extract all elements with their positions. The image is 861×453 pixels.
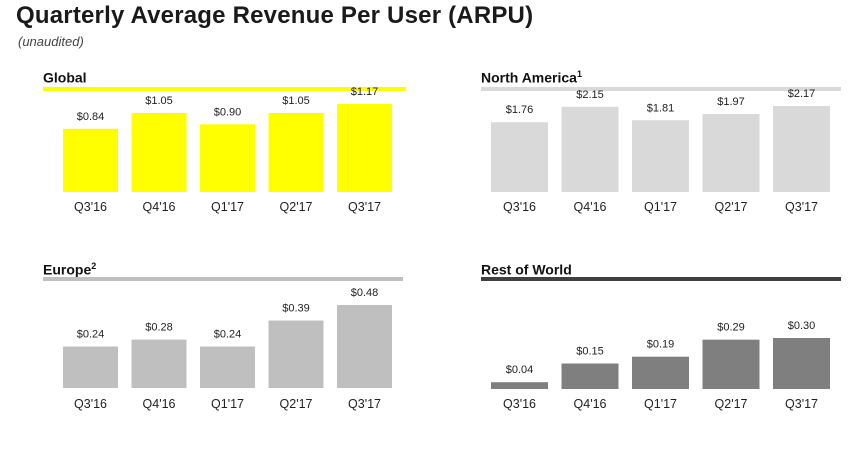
tick-label: Q4'16 xyxy=(574,200,607,214)
data-label: $0.90 xyxy=(214,106,242,118)
data-label: $0.24 xyxy=(214,329,242,341)
chart-title-rule xyxy=(481,87,841,91)
data-label: $1.05 xyxy=(282,95,310,107)
bar-q117 xyxy=(200,346,255,388)
tick-label: Q4'16 xyxy=(143,200,176,214)
bar-q317 xyxy=(337,104,392,192)
tick-label: Q1'17 xyxy=(644,200,677,214)
tick-label: Q2'17 xyxy=(715,397,748,411)
tick-label: Q1'17 xyxy=(644,397,677,411)
tick-label: Q3'16 xyxy=(503,200,536,214)
tick-label: Q3'16 xyxy=(503,397,536,411)
data-label: $0.15 xyxy=(576,346,604,358)
bar-q317 xyxy=(773,338,830,389)
data-label: $2.15 xyxy=(576,89,604,101)
bar-q217 xyxy=(702,113,760,192)
chart-rest-of-world: Rest of World $0.04 Q3'16 $0.15 Q4'16 $0.19 Q… xyxy=(481,261,841,446)
bar-q316 xyxy=(491,122,548,192)
tick-label: Q4'16 xyxy=(574,397,607,411)
page-subtitle: (unaudited) xyxy=(18,34,84,49)
data-label: $0.84 xyxy=(77,111,105,123)
chart-title: North America1 xyxy=(481,69,582,86)
chart-title: Rest of World xyxy=(481,261,572,278)
data-label: $0.48 xyxy=(351,287,379,299)
tick-label: Q3'17 xyxy=(785,200,818,214)
data-label: $0.39 xyxy=(282,303,310,315)
bar-q217 xyxy=(268,320,324,388)
data-label: $0.04 xyxy=(506,364,534,376)
data-label: $0.19 xyxy=(647,339,675,351)
data-label: $1.05 xyxy=(145,95,173,107)
chart-europe: Europe2 $0.24 Q3'16 $0.28 Q4'16 $0.24 Q1'17 $0… xyxy=(43,261,403,446)
chart-north-america: North America1 $1.76 Q3'16 $2.15 Q4'16 $1.81… xyxy=(481,69,841,249)
bar-q117 xyxy=(632,120,689,192)
chart-title-rule xyxy=(43,87,406,91)
tick-label: Q2'17 xyxy=(280,200,313,214)
bar-q316 xyxy=(63,346,118,388)
tick-label: Q4'16 xyxy=(143,397,176,411)
data-label: $1.17 xyxy=(351,86,379,98)
bar-q317 xyxy=(773,106,830,192)
tick-label: Q3'17 xyxy=(785,397,818,411)
data-label: $1.76 xyxy=(506,104,534,116)
data-label: $1.97 xyxy=(717,96,745,108)
tick-label: Q2'17 xyxy=(280,397,313,411)
bar-q416 xyxy=(561,363,619,389)
tick-label: Q3'16 xyxy=(74,200,107,214)
bar-q316 xyxy=(491,382,548,389)
bar-q217 xyxy=(268,113,324,192)
tick-label: Q1'17 xyxy=(211,397,244,411)
chart-title-rule xyxy=(481,277,841,281)
data-label: $0.29 xyxy=(717,322,745,334)
data-label: $0.30 xyxy=(788,320,816,332)
bar-chart-svg: $1.76 Q3'16 $2.15 Q4'16 $1.81 Q1'17 $1.97 Q2'17… xyxy=(491,88,830,214)
bar-chart-svg: $0.84 Q3'16 $1.05 Q4'16 $0.90 Q1'17 $1.05 Q2'17… xyxy=(63,86,392,214)
bar-q117 xyxy=(200,124,255,192)
data-label: $0.28 xyxy=(145,322,173,334)
bar-q316 xyxy=(63,128,118,192)
bar-q117 xyxy=(632,356,689,389)
data-label: $1.81 xyxy=(647,102,675,114)
bar-q317 xyxy=(337,305,392,388)
bar-q416 xyxy=(131,339,187,388)
tick-label: Q3'16 xyxy=(74,397,107,411)
chart-title: Europe2 xyxy=(43,261,97,278)
chart-title: Global xyxy=(43,69,87,86)
bar-chart-svg: $0.04 Q3'16 $0.15 Q4'16 $0.19 Q1'17 $0.29 Q2'17… xyxy=(491,320,830,411)
data-label: $0.24 xyxy=(77,329,105,341)
page-title: Quarterly Average Revenue Per User (ARPU… xyxy=(16,2,534,29)
chart-global: Global $0.84 Q3'16 $1.05 Q4'16 $0.90 Q1'17 $1.… xyxy=(43,69,406,249)
tick-label: Q2'17 xyxy=(715,200,748,214)
chart-title-rule xyxy=(43,277,403,281)
tick-label: Q3'17 xyxy=(348,397,381,411)
data-label: $2.17 xyxy=(788,88,816,100)
bar-chart-svg: $0.24 Q3'16 $0.28 Q4'16 $0.24 Q1'17 $0.39 Q2'17… xyxy=(63,287,392,411)
bar-q416 xyxy=(131,113,187,192)
bar-q217 xyxy=(702,339,760,389)
bar-q416 xyxy=(561,106,619,192)
tick-label: Q1'17 xyxy=(211,200,244,214)
tick-label: Q3'17 xyxy=(348,200,381,214)
